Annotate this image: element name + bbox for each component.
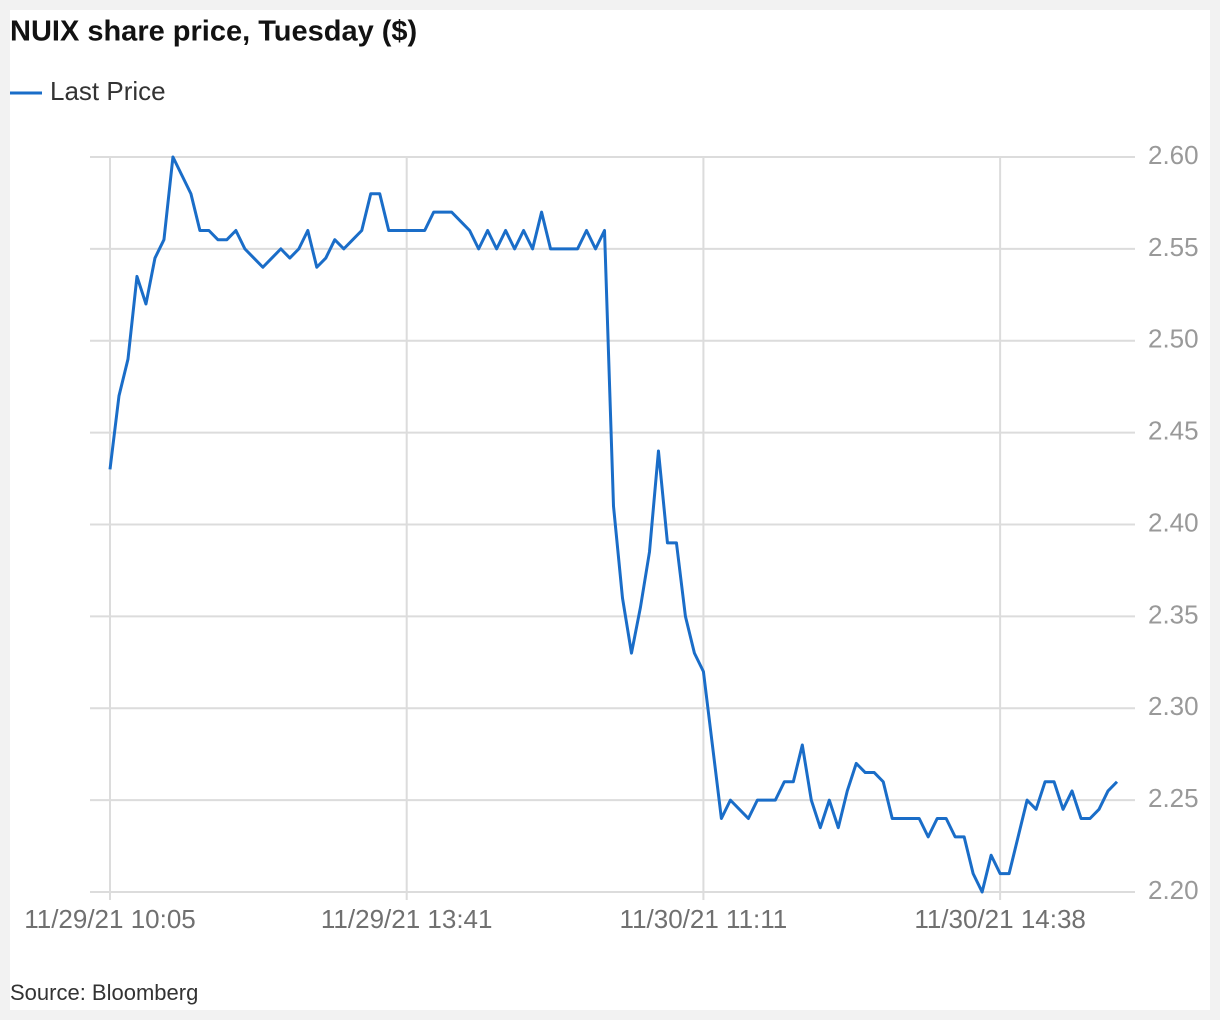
y-tick-label: 2.35 (1148, 599, 1199, 629)
x-tick-label: 11/29/21 10:05 (24, 904, 196, 934)
chart-title: NUIX share price, Tuesday ($) (10, 16, 417, 48)
x-tick-label: 11/30/21 11:11 (620, 904, 788, 934)
x-tick-label: 11/29/21 13:41 (321, 904, 493, 934)
y-tick-label: 2.45 (1148, 416, 1199, 446)
y-tick-label: 2.40 (1148, 507, 1199, 537)
y-tick-label: 2.60 (1148, 140, 1199, 170)
y-tick-label: 2.20 (1148, 875, 1199, 905)
panel (10, 10, 1210, 1010)
y-tick-label: 2.55 (1148, 232, 1199, 262)
y-tick-label: 2.30 (1148, 691, 1199, 721)
x-tick-label: 11/30/21 14:38 (914, 904, 1086, 934)
source: Source: Bloomberg (10, 980, 198, 1005)
y-tick-label: 2.50 (1148, 324, 1199, 354)
y-tick-label: 2.25 (1148, 783, 1199, 813)
price-line (108, 155, 1119, 894)
legend-label: Last Price (50, 76, 166, 106)
